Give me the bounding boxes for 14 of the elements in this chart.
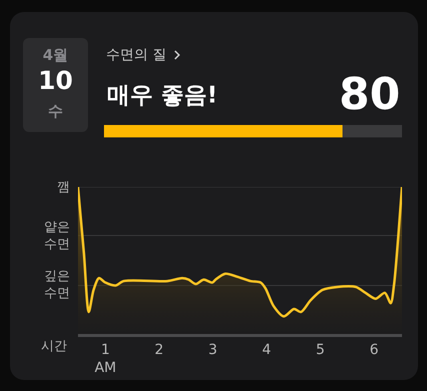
x-tick-label: 1 AM [94, 342, 116, 376]
x-tick-label: 2 [154, 342, 164, 358]
ref-line-label: 얕은 수면 [44, 220, 70, 252]
chart-title: 매우 좋음! [106, 82, 218, 109]
x-tick-label: 4 [262, 342, 272, 358]
date-box: 4월 10 수 [23, 38, 88, 132]
ref-line-label: 깊은 수면 [44, 269, 70, 301]
x-axis-title: 시간 [41, 339, 67, 354]
ref-line-label: 깸 [57, 180, 70, 195]
chart-subtitle: 수면의 질 [106, 46, 166, 64]
data-label: 80 [339, 69, 400, 120]
x-tick-label: 5 [316, 342, 325, 358]
x-tick-label: 3 [208, 342, 218, 358]
x-tick-label: 6 [370, 342, 379, 358]
